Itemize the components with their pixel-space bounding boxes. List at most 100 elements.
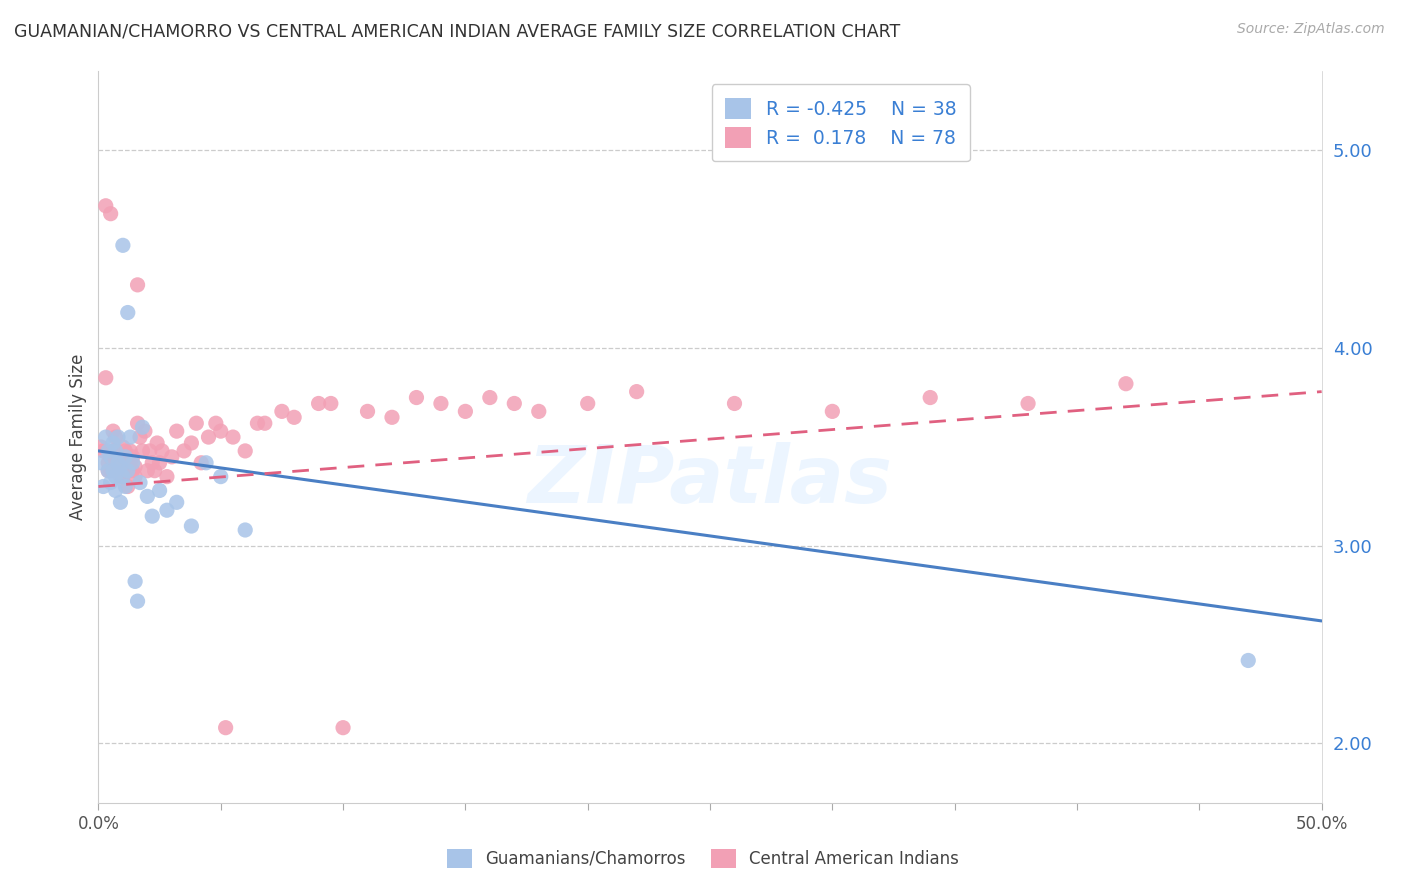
Legend: R = -0.425    N = 38, R =  0.178    N = 78: R = -0.425 N = 38, R = 0.178 N = 78 (711, 85, 970, 161)
Point (1017, 396, 1039, 410)
Point (143, 464, 166, 478)
Point (104, 430, 127, 444)
Point (723, 396, 745, 410)
Point (110, 469, 132, 483)
Point (111, 456, 134, 470)
Point (430, 396, 453, 410)
Point (100, 450, 122, 464)
Point (104, 483, 127, 498)
Point (94, 430, 117, 444)
Point (270, 404, 294, 418)
Point (104, 444, 127, 458)
Point (114, 479, 136, 493)
Point (111, 440, 134, 454)
Point (356, 404, 378, 418)
Point (111, 469, 134, 483)
Point (253, 416, 276, 430)
Point (233, 523, 256, 537)
Point (117, 479, 139, 493)
Point (381, 410, 404, 425)
Point (920, 391, 942, 405)
Point (124, 574, 146, 589)
Point (94, 199, 117, 213)
Point (149, 483, 172, 498)
Point (308, 396, 330, 410)
Point (454, 404, 477, 418)
Point (233, 444, 256, 458)
Text: GUAMANIAN/CHAMORRO VS CENTRAL AMERICAN INDIAN AVERAGE FAMILY SIZE CORRELATION CH: GUAMANIAN/CHAMORRO VS CENTRAL AMERICAN I… (14, 22, 900, 40)
Point (91, 444, 114, 458)
Point (101, 436, 124, 450)
Point (100, 475, 122, 490)
Point (136, 464, 159, 478)
Point (149, 456, 172, 470)
Point (190, 456, 212, 470)
Point (197, 430, 219, 444)
Point (129, 475, 152, 490)
Point (166, 495, 188, 509)
Point (195, 456, 218, 470)
Point (173, 444, 195, 458)
Point (107, 456, 129, 470)
Point (100, 207, 122, 221)
Point (156, 469, 179, 483)
Point (180, 436, 202, 450)
Point (97, 464, 120, 478)
Point (527, 404, 550, 418)
Point (97, 464, 120, 478)
Point (503, 396, 526, 410)
Point (626, 384, 648, 399)
Point (319, 396, 342, 410)
Y-axis label: Average Family Size: Average Family Size (69, 354, 87, 520)
Point (156, 503, 179, 517)
Point (821, 404, 844, 418)
Point (120, 444, 142, 458)
Point (332, 721, 354, 735)
Point (101, 424, 124, 438)
Point (141, 456, 163, 470)
Point (111, 238, 134, 252)
Point (405, 391, 427, 405)
Point (124, 469, 146, 483)
Point (107, 464, 129, 478)
Point (101, 444, 124, 458)
Point (117, 464, 139, 478)
Point (129, 430, 152, 444)
Point (121, 456, 143, 470)
Point (180, 519, 202, 533)
Point (131, 444, 153, 458)
Point (209, 424, 232, 438)
Point (134, 424, 156, 438)
Point (131, 420, 153, 434)
Point (139, 444, 162, 458)
Point (121, 464, 143, 478)
Point (100, 450, 122, 464)
Point (186, 416, 208, 430)
Point (160, 450, 183, 464)
Point (101, 456, 124, 470)
Point (104, 444, 127, 458)
Point (127, 416, 149, 430)
Point (94, 371, 117, 385)
Point (136, 489, 159, 503)
Point (117, 456, 139, 470)
Legend: Guamanians/Chamorros, Central American Indians: Guamanians/Chamorros, Central American I… (440, 842, 966, 875)
Point (120, 456, 142, 470)
Point (110, 450, 132, 464)
Point (90, 456, 112, 470)
Point (576, 396, 599, 410)
Point (121, 450, 143, 464)
Point (150, 444, 173, 458)
Point (114, 464, 136, 478)
Text: Source: ZipAtlas.com: Source: ZipAtlas.com (1237, 22, 1385, 37)
Point (141, 509, 163, 524)
Point (100, 464, 122, 478)
Point (90, 440, 112, 454)
Text: ZIPatlas: ZIPatlas (527, 442, 893, 520)
Point (110, 495, 132, 509)
Point (283, 410, 305, 425)
Point (205, 416, 228, 430)
Point (1115, 376, 1137, 391)
Point (124, 459, 146, 474)
Point (117, 305, 139, 319)
